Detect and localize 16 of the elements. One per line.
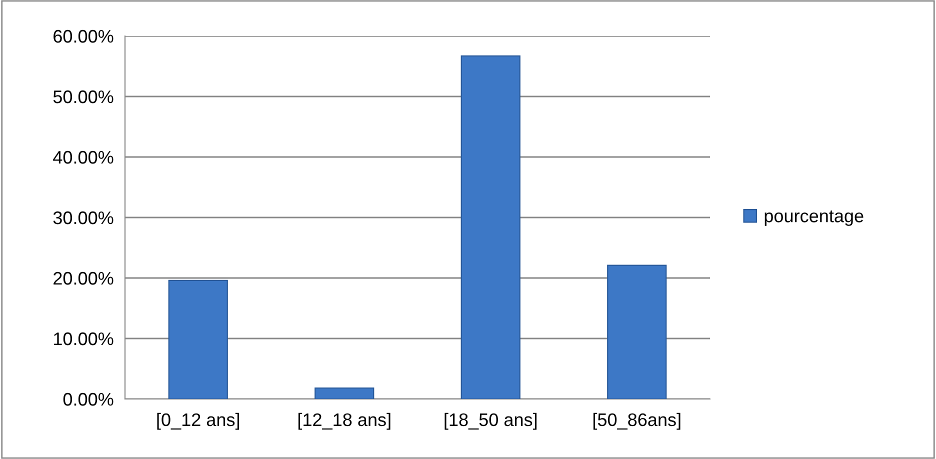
y-tick-label: 50.00% (53, 90, 114, 104)
legend-label: pourcentage (764, 210, 864, 226)
bar (168, 280, 228, 399)
bar (607, 264, 667, 399)
x-tick-label: [0_12 ans] (157, 412, 240, 430)
bar (460, 55, 520, 399)
x-tick-label: [18_50 ans] (444, 412, 537, 430)
y-tick-label: 10.00% (54, 332, 114, 346)
y-tick-label: 60.00% (54, 30, 114, 43)
y-tick-label: 20.00% (54, 272, 114, 285)
y-tick-label: 30.00% (53, 211, 114, 224)
y-tick-label: 40.00% (53, 150, 114, 164)
x-tick-label: [12_18 ans] (298, 412, 390, 430)
y-tick-label: 0.00% (63, 392, 114, 406)
bar (314, 388, 374, 399)
x-tick-label: [50_86ans] (593, 412, 680, 430)
